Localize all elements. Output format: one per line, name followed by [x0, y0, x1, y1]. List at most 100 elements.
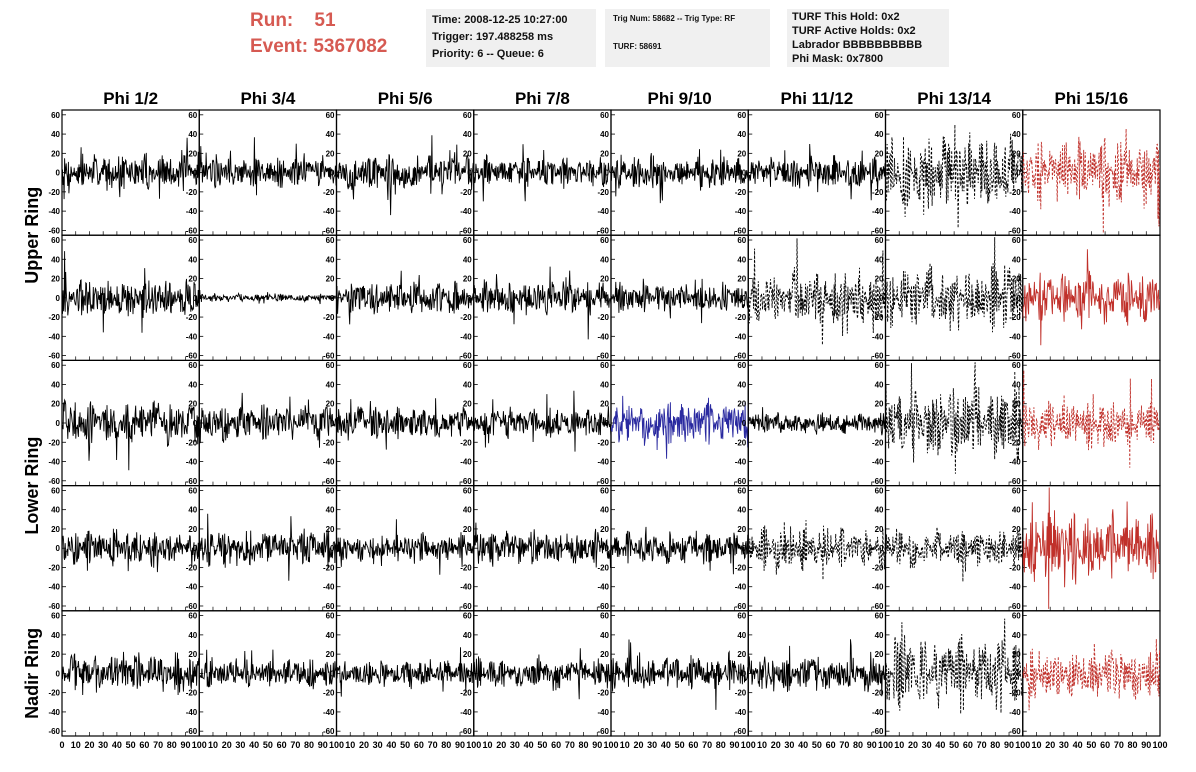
x-tick-label: 70: [839, 740, 849, 750]
y-tick-label: -40: [323, 583, 335, 592]
waveform-trace: [748, 639, 886, 697]
x-tick-label: 40: [798, 740, 808, 750]
y-tick-label: 40: [1012, 130, 1021, 139]
x-tick-label: 10: [482, 740, 492, 750]
waveform-panel: 60 40 20 0 -20 -40 -60: [597, 359, 749, 487]
column-label: Phi 15/16: [1055, 89, 1129, 108]
y-tick-label: 40: [1012, 506, 1021, 515]
ring-label: Lower Ring: [22, 437, 42, 535]
y-tick-label: 20: [188, 275, 197, 284]
panel-frame: [473, 485, 612, 612]
y-tick-label: -40: [597, 458, 609, 467]
y-tick-label: 0: [742, 294, 747, 303]
y-tick-label: 20: [875, 275, 884, 284]
y-tick-label: 20: [1012, 525, 1021, 534]
y-tick-label: -40: [460, 458, 472, 467]
y-tick-label: -40: [1009, 332, 1021, 341]
waveform-trace: [199, 289, 337, 305]
y-tick-label: 20: [1012, 275, 1021, 284]
x-tick-label: 70: [428, 740, 438, 750]
x-tick-label: 70: [290, 740, 300, 750]
waveform-trace: [748, 520, 886, 580]
x-tick-label: 60: [277, 740, 287, 750]
y-tick-label: -40: [735, 332, 747, 341]
y-tick-label: 60: [600, 236, 609, 245]
y-tick-label: 60: [463, 612, 472, 621]
phi-mask-text: Phi Mask: 0x7800: [792, 53, 884, 65]
y-tick-label: 0: [193, 669, 198, 678]
ring-label: Upper Ring: [22, 187, 42, 284]
waveform-trace: [336, 398, 474, 450]
column-label: Phi 1/2: [103, 89, 158, 108]
x-tick-label: 30: [373, 740, 383, 750]
y-tick-label: -20: [48, 438, 60, 447]
waveform-panel: 60 40 20 0 -20 -40 -60: [735, 610, 887, 737]
y-tick-label: 60: [326, 111, 335, 120]
y-tick-label: 60: [1012, 361, 1021, 370]
y-tick-label: -20: [48, 313, 60, 322]
x-tick-label: 40: [386, 740, 396, 750]
y-tick-label: 60: [737, 236, 746, 245]
column-label: Phi 5/6: [378, 89, 433, 108]
waveform-trace: [473, 266, 611, 340]
x-tick-label: 30: [510, 740, 520, 750]
column-label: Phi 13/14: [917, 89, 991, 108]
column-label: Phi 11/12: [780, 89, 853, 108]
y-tick-label: -20: [323, 563, 335, 572]
waveform-panel: 60 40 20 0 -20 -40 -60: [323, 234, 475, 361]
waveform-trace: [62, 251, 200, 333]
x-tick-label: 60: [688, 740, 698, 750]
y-tick-label: 20: [875, 525, 884, 534]
y-tick-label: -20: [186, 313, 198, 322]
waveform-panel: 60 40 20 0 -20 -40 -60: [872, 109, 1024, 236]
y-tick-label: 40: [600, 631, 609, 640]
y-tick-label: -20: [1009, 563, 1021, 572]
y-tick-label: 20: [51, 400, 60, 409]
y-tick-label: 0: [330, 669, 335, 678]
x-tick-label: 50: [126, 740, 136, 750]
y-tick-label: 60: [1012, 612, 1021, 621]
waveform-trace: [1022, 487, 1160, 609]
y-tick-label: -20: [323, 188, 335, 197]
x-tick-label: 80: [441, 740, 451, 750]
y-tick-label: 40: [463, 380, 472, 389]
y-tick-label: -20: [597, 313, 609, 322]
y-tick-label: 0: [56, 669, 61, 678]
y-tick-label: 20: [188, 149, 197, 158]
waveform-trace: [1022, 370, 1160, 468]
x-tick-label: 50: [812, 740, 822, 750]
y-tick-label: -20: [48, 689, 60, 698]
x-tick-label: 100: [329, 740, 344, 750]
x-tick-label: 80: [1128, 740, 1138, 750]
y-tick-label: -60: [735, 226, 747, 235]
waveform-trace: [885, 237, 1023, 333]
y-tick-label: 0: [467, 169, 472, 178]
y-tick-label: 60: [188, 486, 197, 495]
x-tick-label: 10: [71, 740, 81, 750]
x-tick-label: 30: [784, 740, 794, 750]
x-tick-label: 30: [922, 740, 932, 750]
y-tick-label: -20: [1009, 188, 1021, 197]
y-tick-label: 0: [330, 419, 335, 428]
waveform-panel: 60 40 20 0 -20 -40 -60: [872, 234, 1024, 361]
trigger-text: Trigger: 197.488258 ms: [432, 31, 554, 43]
y-tick-label: -40: [186, 458, 198, 467]
y-tick-label: -60: [735, 352, 747, 361]
x-tick-label: 20: [771, 740, 781, 750]
y-tick-label: -20: [872, 313, 884, 322]
y-tick-label: 60: [600, 612, 609, 621]
y-tick-label: -60: [460, 352, 472, 361]
waveform-panel: 60 40 20 0 -20 -40 -60: [1009, 485, 1161, 612]
waveform-panel: 60 40 20 0 -20 -40 -60: [872, 610, 1024, 737]
y-tick-label: 40: [463, 631, 472, 640]
waveform-panel: 60 40 20 0 -20 -40 -60: [48, 610, 200, 737]
y-tick-label: 60: [51, 361, 60, 370]
y-tick-label: -40: [872, 708, 884, 717]
x-tick-label: 80: [853, 740, 863, 750]
x-tick-label: 40: [661, 740, 671, 750]
x-tick-label: 10: [894, 740, 904, 750]
y-tick-label: 0: [1016, 169, 1021, 178]
y-tick-label: -60: [1009, 727, 1021, 736]
y-tick-label: -40: [186, 583, 198, 592]
y-tick-label: -20: [460, 689, 472, 698]
